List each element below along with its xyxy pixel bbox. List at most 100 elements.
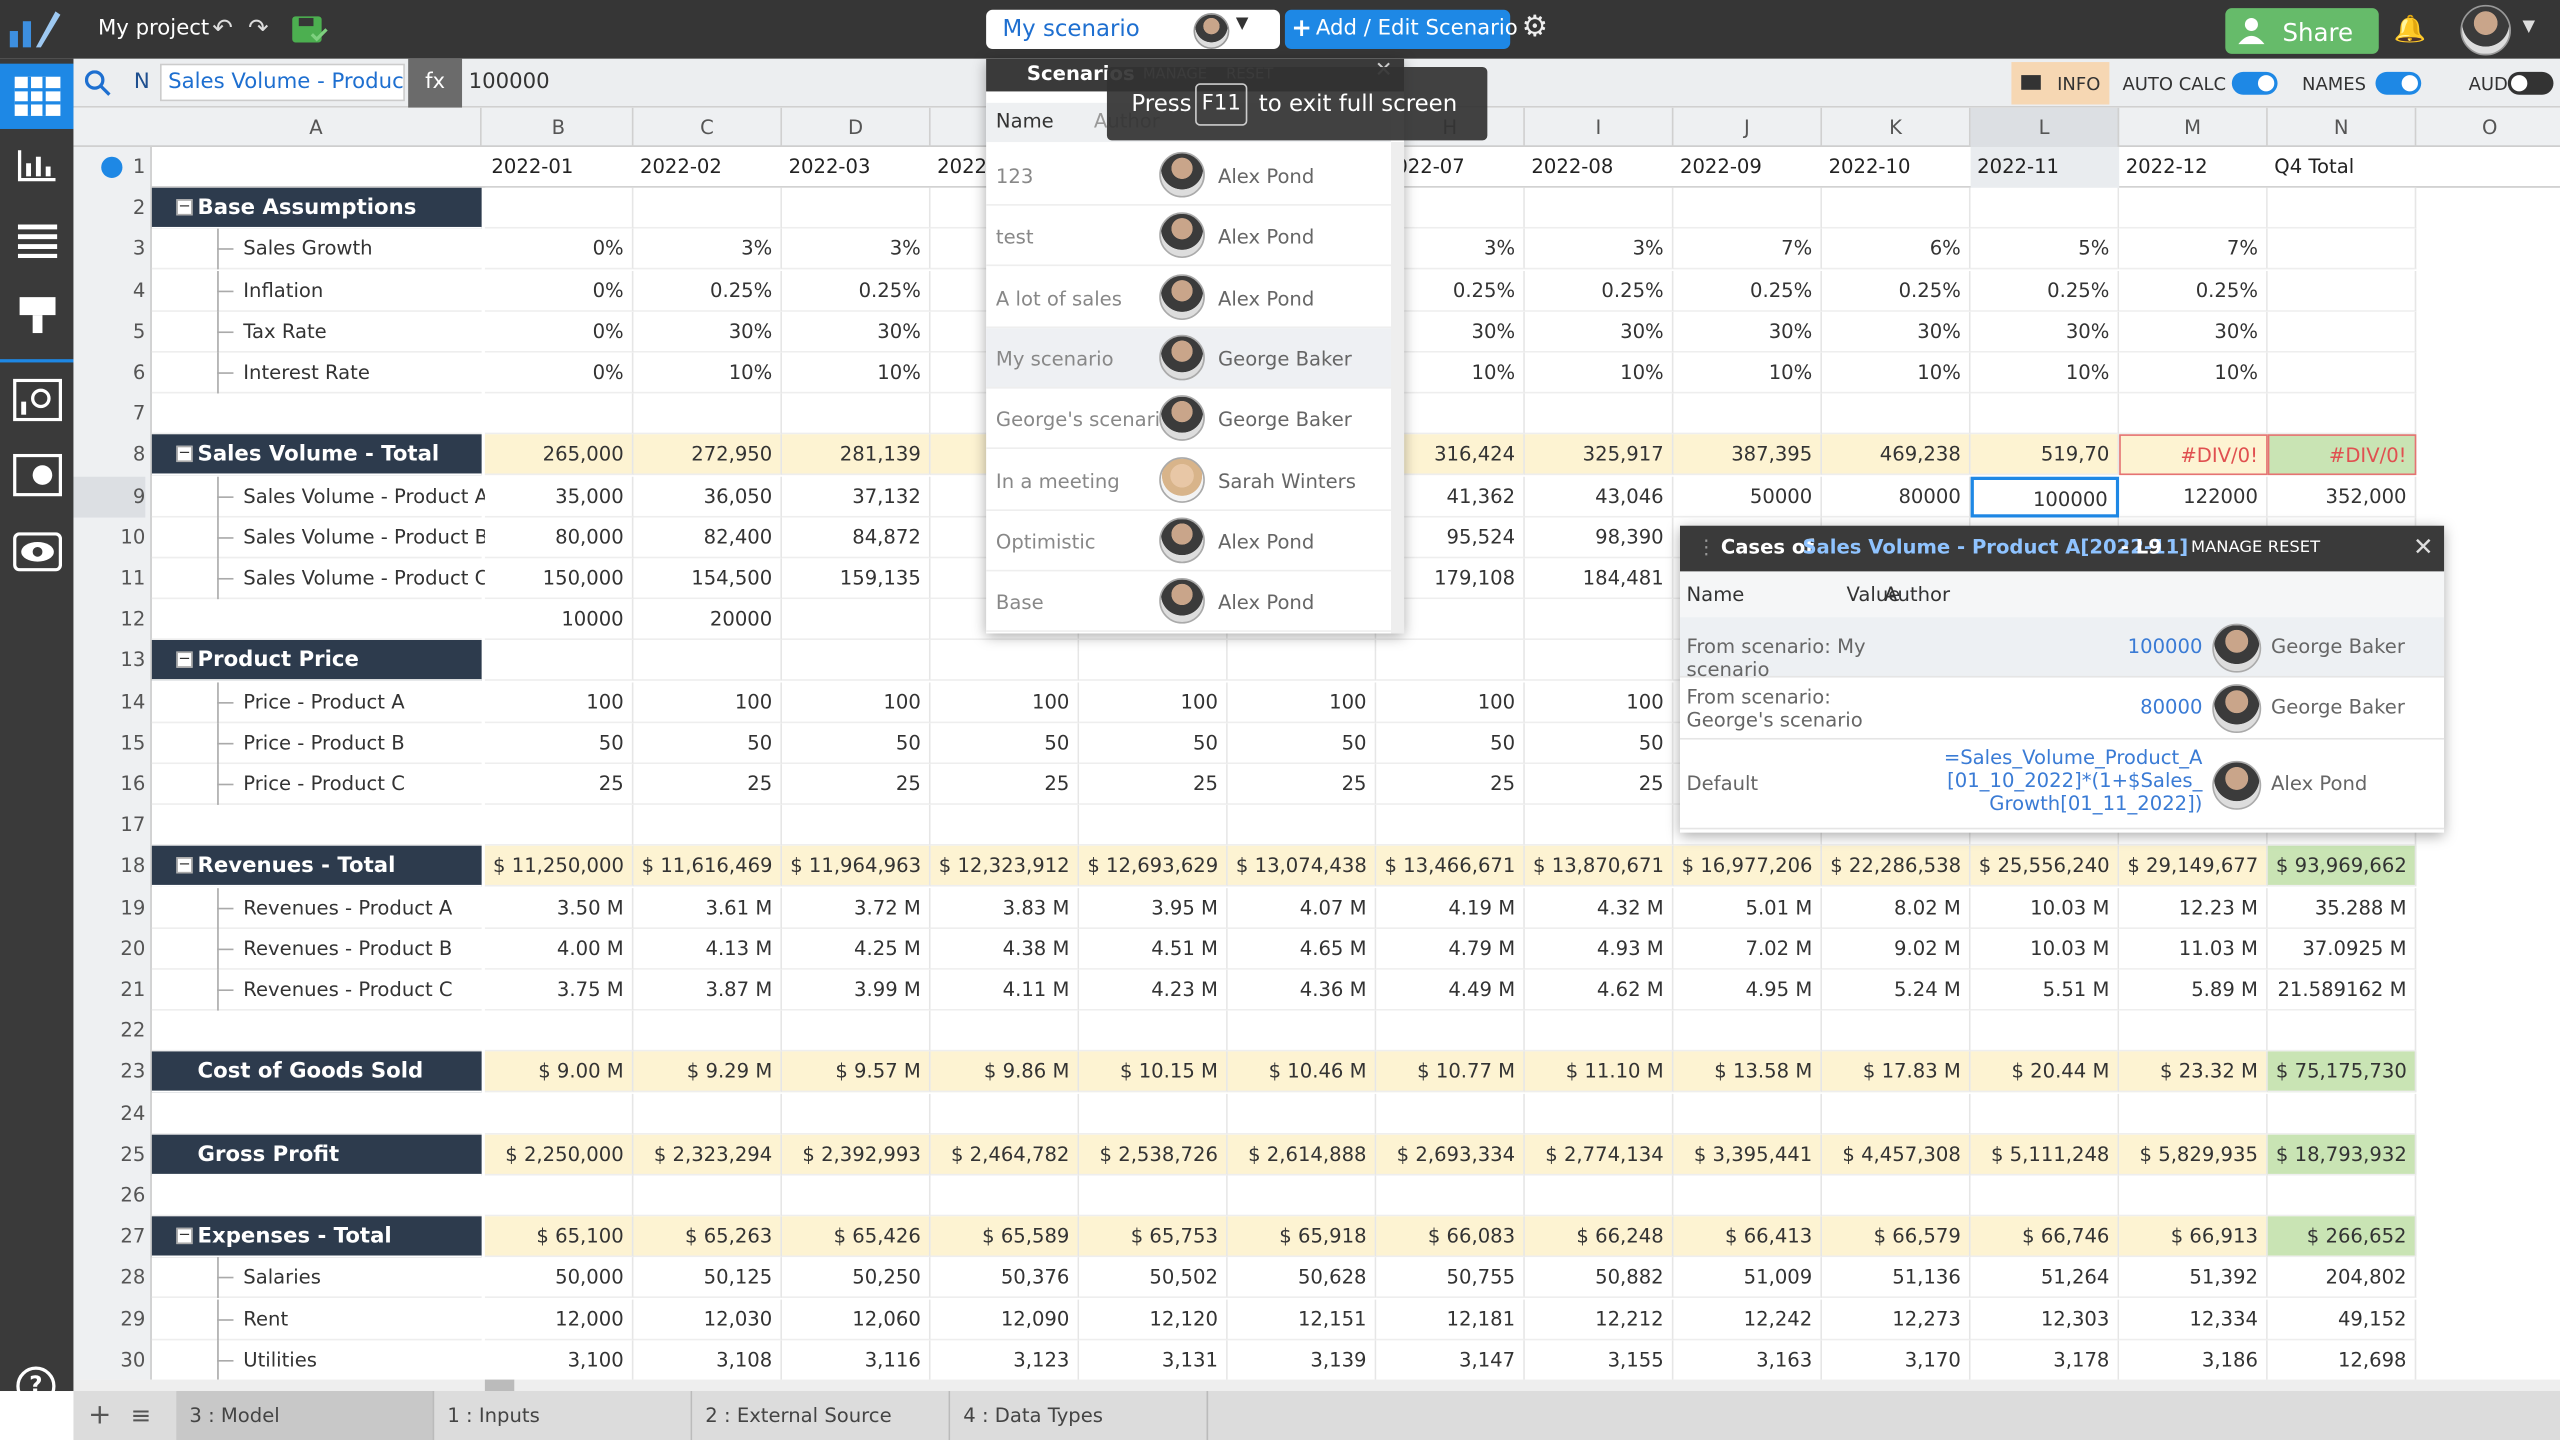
cell[interactable]: 50,628: [1227, 1257, 1377, 1299]
add-sheet[interactable]: +: [88, 1399, 112, 1432]
cell[interactable]: [2267, 311, 2417, 353]
cell[interactable]: $ 22,286,538: [1822, 846, 1971, 888]
cell[interactable]: 204,802: [2267, 1257, 2417, 1299]
collapse-icon[interactable]: −: [176, 652, 193, 669]
cell[interactable]: 100: [930, 681, 1080, 723]
cell[interactable]: 3%: [1524, 229, 1674, 271]
cell[interactable]: 49,152: [2267, 1298, 2417, 1340]
cell[interactable]: [782, 393, 931, 435]
cell[interactable]: $ 9.00 M: [484, 1052, 634, 1093]
cell[interactable]: [1227, 1175, 1377, 1217]
cell[interactable]: 5%: [1970, 229, 2120, 271]
cell[interactable]: [1376, 640, 1525, 682]
cell[interactable]: 9.02 M: [1822, 928, 1971, 970]
cell[interactable]: 122000: [2119, 476, 2268, 517]
cell[interactable]: 100000: [1970, 476, 2120, 517]
cell[interactable]: $ 20.44 M: [1970, 1052, 2120, 1093]
formula-value[interactable]: 100000: [468, 70, 550, 95]
cell[interactable]: [2119, 188, 2268, 229]
cell[interactable]: 325,917: [1524, 434, 1674, 476]
cell[interactable]: 50,755: [1376, 1257, 1525, 1299]
cell[interactable]: 281,139: [782, 434, 931, 476]
cell[interactable]: [633, 393, 783, 435]
cell[interactable]: 25: [930, 764, 1080, 805]
cell[interactable]: [1822, 1175, 1971, 1217]
cell[interactable]: 36,050: [633, 476, 783, 517]
cell[interactable]: $ 93,969,662: [2267, 846, 2417, 888]
cell[interactable]: $ 13,466,671: [1376, 846, 1525, 888]
chart-icon[interactable]: [16, 147, 58, 183]
cell[interactable]: $ 11,250,000: [484, 846, 634, 888]
cell[interactable]: $ 5,111,248: [1970, 1134, 2120, 1176]
cell[interactable]: [930, 640, 1080, 682]
cell[interactable]: 50,376: [930, 1257, 1080, 1299]
cell[interactable]: 10%: [782, 352, 931, 394]
cell[interactable]: 4.36 M: [1227, 969, 1377, 1011]
cell[interactable]: 10%: [1970, 352, 2120, 394]
cell[interactable]: 5.01 M: [1673, 887, 1823, 929]
cell[interactable]: 0.25%: [1970, 270, 2120, 312]
cell[interactable]: 25: [1079, 764, 1228, 805]
cell[interactable]: [1524, 599, 1674, 641]
cell[interactable]: [930, 1010, 1080, 1052]
manage[interactable]: MANAGE: [2191, 538, 2263, 557]
view-icon[interactable]: [13, 532, 63, 572]
cell[interactable]: 100: [484, 681, 634, 723]
cell[interactable]: $ 65,263: [633, 1216, 783, 1258]
cell[interactable]: 0.25%: [782, 270, 931, 312]
cell[interactable]: 20000: [633, 599, 783, 641]
cell[interactable]: 5.89 M: [2119, 969, 2268, 1011]
cell[interactable]: $ 65,753: [1079, 1216, 1228, 1258]
cell[interactable]: [1970, 393, 2120, 435]
dashboard-icon[interactable]: [13, 453, 63, 497]
cell[interactable]: [484, 1175, 634, 1217]
cell[interactable]: 272,950: [633, 434, 783, 476]
cell[interactable]: 50,502: [1079, 1257, 1228, 1299]
cell[interactable]: 50: [782, 722, 931, 764]
cell[interactable]: [2267, 229, 2417, 271]
cell[interactable]: 12,120: [1079, 1298, 1228, 1340]
cell[interactable]: 3.61 M: [633, 887, 783, 929]
cell[interactable]: 0.25%: [633, 270, 783, 312]
cell[interactable]: [1079, 1010, 1228, 1052]
cell[interactable]: 3,155: [1524, 1340, 1674, 1380]
cell[interactable]: 30%: [1673, 311, 1823, 353]
cell[interactable]: 30%: [782, 311, 931, 353]
cell[interactable]: 8.02 M: [1822, 887, 1971, 929]
cell[interactable]: 30%: [1822, 311, 1971, 353]
cell[interactable]: 4.93 M: [1524, 928, 1674, 970]
cell[interactable]: 4.95 M: [1673, 969, 1823, 1011]
cell[interactable]: $ 13,870,671: [1524, 846, 1674, 888]
cell[interactable]: $ 9.57 M: [782, 1052, 931, 1093]
cell[interactable]: 30%: [633, 311, 783, 353]
cell[interactable]: 12,181: [1376, 1298, 1525, 1340]
cell[interactable]: [484, 1010, 634, 1052]
cell[interactable]: [1524, 188, 1674, 229]
h-scrollbar[interactable]: [73, 1379, 2560, 1392]
cell[interactable]: 12,273: [1822, 1298, 1971, 1340]
list-icon[interactable]: [16, 222, 58, 258]
cell[interactable]: 3,116: [782, 1340, 931, 1380]
cell[interactable]: $ 65,100: [484, 1216, 634, 1258]
cell[interactable]: $ 3,395,441: [1673, 1134, 1823, 1176]
cell[interactable]: $ 66,248: [1524, 1216, 1674, 1258]
cell[interactable]: $ 65,918: [1227, 1216, 1377, 1258]
cell[interactable]: [2267, 352, 2417, 394]
name-box[interactable]: Sales Volume - Product: [159, 63, 405, 102]
cell[interactable]: [1673, 1175, 1823, 1217]
cell[interactable]: 5.24 M: [1822, 969, 1971, 1011]
cell[interactable]: $ 66,083: [1376, 1216, 1525, 1258]
cell[interactable]: [1227, 640, 1377, 682]
cell[interactable]: 12,303: [1970, 1298, 2120, 1340]
case-row[interactable]: [1679, 617, 2445, 678]
cell[interactable]: [1227, 805, 1377, 847]
cell[interactable]: [484, 1093, 634, 1135]
sheet-tab[interactable]: 2 : External Source: [692, 1391, 951, 1440]
cell[interactable]: 25: [484, 764, 634, 805]
cell[interactable]: #DIV/0!: [2119, 434, 2268, 476]
cell[interactable]: 4.32 M: [1524, 887, 1674, 929]
cell[interactable]: 3.87 M: [633, 969, 783, 1011]
cell[interactable]: $ 11,616,469: [633, 846, 783, 888]
auto-calc-toggle[interactable]: [2231, 71, 2278, 95]
case-row[interactable]: [1679, 678, 2445, 740]
